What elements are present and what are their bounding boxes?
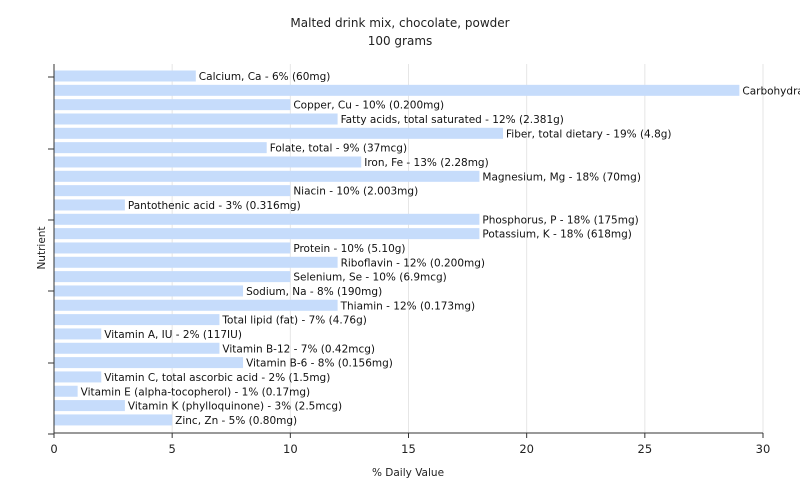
bar-label: Zinc, Zn - 5% (0.80mg) [175, 415, 297, 427]
x-axis-title: % Daily Value [372, 467, 444, 479]
bar [54, 328, 102, 340]
bar [54, 242, 291, 254]
bar-label: Carbohydrates - 29% (86.94g) [742, 85, 800, 97]
bar [54, 84, 740, 96]
bar [54, 127, 504, 139]
bar-label: Sodium, Na - 8% (190mg) [246, 286, 382, 298]
bar [54, 228, 480, 240]
chart-title: Malted drink mix, chocolate, powder [290, 16, 509, 30]
bar [54, 185, 291, 197]
bar [54, 199, 125, 211]
bar-label: Selenium, Se - 10% (6.9mcg) [293, 272, 446, 284]
bar-label: Protein - 10% (5.10g) [293, 243, 405, 255]
bar-label: Copper, Cu - 10% (0.200mg) [293, 100, 444, 112]
x-tick-label: 15 [401, 442, 416, 456]
bar [54, 285, 244, 297]
bar-label: Vitamin E (alpha-tocopherol) - 1% (0.17m… [81, 386, 311, 398]
bar-label: Folate, total - 9% (37mcg) [270, 143, 407, 155]
bar-label: Vitamin B-6 - 8% (0.156mg) [246, 358, 393, 370]
bar [54, 414, 173, 426]
x-tick-label: 20 [519, 442, 534, 456]
bar [54, 371, 102, 383]
bar [54, 70, 196, 82]
bar [54, 385, 78, 397]
bar [54, 400, 125, 412]
bar-label: Niacin - 10% (2.003mg) [293, 186, 418, 198]
bar-label: Thiamin - 12% (0.173mg) [340, 300, 476, 312]
bar [54, 342, 220, 354]
bar-label: Iron, Fe - 13% (2.28mg) [364, 157, 488, 169]
bar [54, 142, 267, 154]
bar [54, 256, 338, 268]
bar [54, 170, 480, 182]
bar-label: Vitamin A, IU - 2% (117IU) [104, 329, 242, 341]
bar [54, 357, 244, 369]
bar-label: Vitamin C, total ascorbic acid - 2% (1.5… [104, 372, 330, 384]
chart-subtitle: 100 grams [368, 34, 433, 48]
bar-label: Fiber, total dietary - 19% (4.8g) [506, 128, 671, 140]
axes: 0 5 10 15 20 25 30 [48, 64, 770, 456]
bar [54, 113, 338, 125]
bar-label: Vitamin B-12 - 7% (0.42mcg) [222, 343, 375, 355]
bar-label: Magnesium, Mg - 18% (70mg) [482, 171, 641, 183]
bar [54, 213, 480, 225]
bar [54, 156, 362, 168]
bar [54, 99, 291, 111]
bar-label: Calcium, Ca - 6% (60mg) [199, 71, 331, 83]
grid-lines [171, 64, 764, 433]
bar [54, 314, 220, 326]
x-tick-label: 0 [50, 442, 57, 456]
x-tick-label: 30 [756, 442, 771, 456]
bar-label: Total lipid (fat) - 7% (4.76g) [221, 315, 366, 327]
bar [54, 271, 291, 283]
bar-label: Riboflavin - 12% (0.200mg) [341, 257, 485, 269]
bars: Calcium, Ca - 6% (60mg) Carbohydrates - 2… [54, 70, 800, 427]
bar-label: Pantothenic acid - 3% (0.316mg) [128, 200, 301, 212]
x-tick-label: 10 [283, 442, 298, 456]
y-axis-title: Nutrient [36, 226, 48, 269]
x-tick-label: 5 [169, 442, 176, 456]
bar-label: Fatty acids, total saturated - 12% (2.38… [341, 114, 564, 126]
bar-label: Potassium, K - 18% (618mg) [482, 229, 632, 241]
x-tick-label: 25 [638, 442, 653, 456]
bar-label: Phosphorus, P - 18% (175mg) [482, 214, 638, 226]
bar [54, 299, 338, 311]
bar-label: Vitamin K (phylloquinone) - 3% (2.5mcg) [128, 401, 342, 413]
